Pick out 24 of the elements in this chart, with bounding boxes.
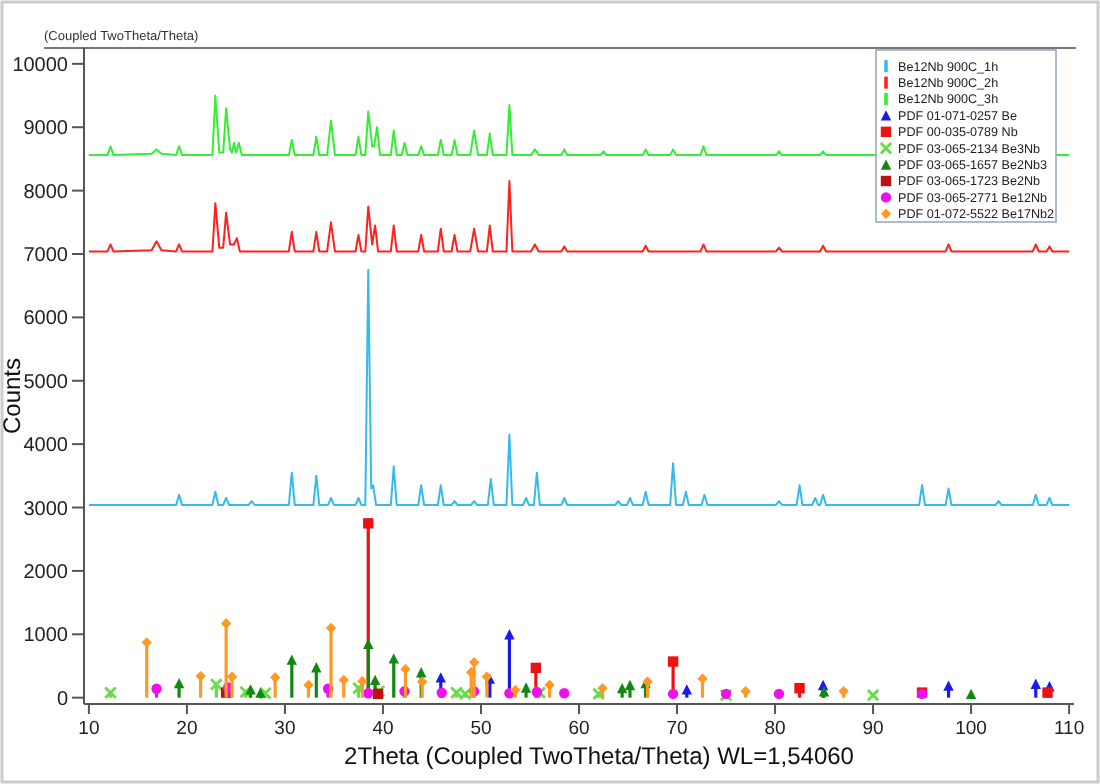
- y-axis-title: Counts: [0, 357, 26, 435]
- y-tick-label: 1000: [23, 625, 69, 648]
- x-tick-label: 80: [764, 718, 786, 740]
- x-axis-title: 2Theta (Coupled TwoTheta/Theta) WL=1,54060: [344, 742, 855, 770]
- x-tick-label: 30: [274, 718, 296, 740]
- y-tick-label: 9000: [23, 118, 69, 141]
- x-tick-label: 70: [666, 718, 688, 740]
- x-tick-label: 20: [176, 718, 198, 740]
- y-tick-label: 6000: [23, 308, 69, 331]
- y-tick-label: 0: [56, 688, 69, 711]
- y-tick-label: 3000: [23, 498, 69, 521]
- y-tick-label: 2000: [23, 561, 69, 584]
- x-tick-label: 90: [862, 718, 884, 740]
- x-tick-label: 40: [372, 718, 394, 740]
- x-tick-label: 50: [470, 718, 492, 740]
- x-tick-label: 110: [1053, 718, 1085, 740]
- x-tick-label: 60: [568, 718, 590, 740]
- y-tick-label: 7000: [23, 244, 69, 267]
- x-tick-label: 10: [78, 718, 100, 740]
- y-tick-label: 10000: [12, 54, 69, 77]
- y-tick-label: 5000: [23, 371, 69, 394]
- y-tick-label: 4000: [23, 435, 69, 458]
- x-tick-label: 100: [955, 718, 987, 740]
- y-tick-label: 8000: [23, 181, 69, 204]
